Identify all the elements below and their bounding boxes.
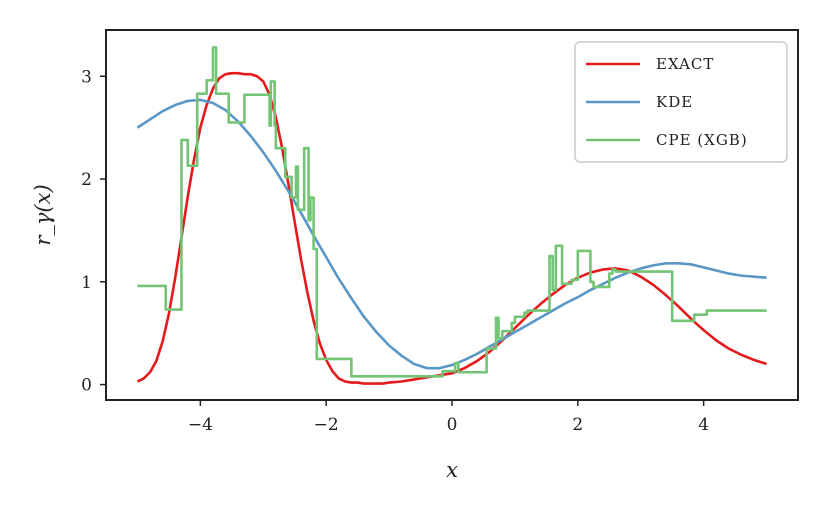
legend-label: CPE (XGB) xyxy=(656,131,748,149)
legend-items: EXACT KDE CPE (XGB) xyxy=(586,55,748,149)
y-tick-label: 3 xyxy=(81,67,92,87)
tick-layer: −4 −2 0 2 4 0 1 2 3 xyxy=(81,67,709,435)
series-line-2 xyxy=(137,46,767,378)
x-tick-label: −4 xyxy=(188,415,213,435)
legend-label: KDE xyxy=(656,93,693,111)
series-line-0 xyxy=(136,71,767,385)
x-tick-label: 4 xyxy=(698,415,709,435)
y-axis-label: r_γ(x) xyxy=(31,184,55,245)
series-line-1 xyxy=(136,98,767,370)
x-axis-label: x xyxy=(446,458,458,482)
y-tick-label: 1 xyxy=(81,273,92,293)
x-tick-label: 2 xyxy=(572,415,583,435)
x-tick-label: −2 xyxy=(314,415,339,435)
legend-box xyxy=(574,41,788,163)
x-tick-label: 0 xyxy=(447,415,458,435)
series-layer xyxy=(136,46,767,385)
legend: EXACT KDE CPE (XGB) xyxy=(574,41,788,163)
y-tick-label: 0 xyxy=(81,376,92,396)
y-tick-label: 2 xyxy=(81,170,92,190)
legend-label: EXACT xyxy=(656,55,714,73)
